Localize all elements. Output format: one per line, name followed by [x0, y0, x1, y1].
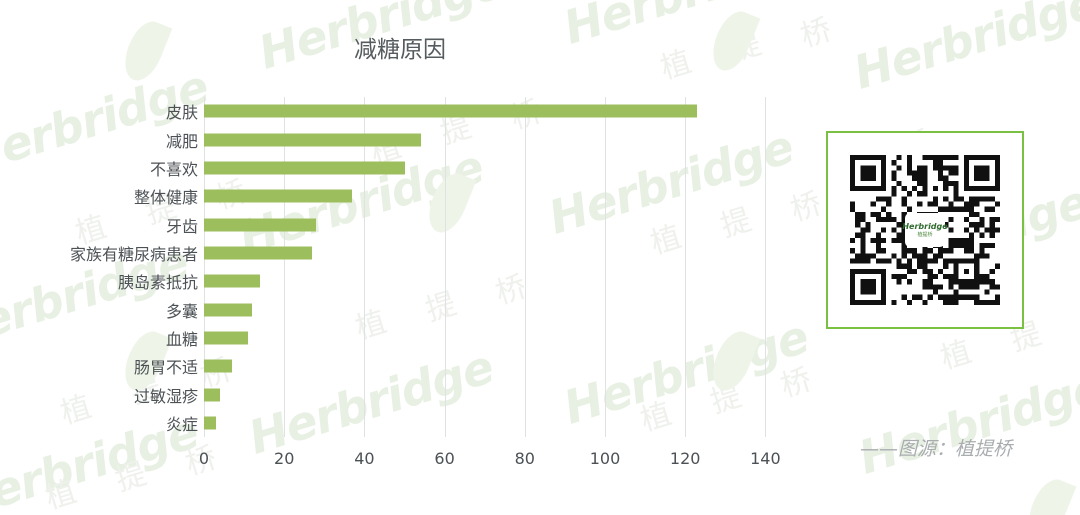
source-credit: ——图源：植提桥 — [859, 438, 1012, 460]
qr-code-image — [850, 155, 1000, 305]
x-tick-label: 120 — [669, 449, 701, 468]
qr-code-box[interactable]: Herbridge 植提桥 — [826, 131, 1024, 329]
bar-chart: 减糖原因 皮肤减肥不喜欢整体健康牙齿家族有糖尿病患者胰岛素抵抗多囊血糖肠胃不适过… — [69, 37, 781, 468]
x-tick-label: 40 — [354, 449, 375, 468]
bar — [204, 359, 233, 373]
x-gridline — [524, 97, 526, 437]
x-tick-label: 140 — [750, 449, 781, 468]
bar — [204, 161, 405, 175]
bar — [204, 274, 261, 288]
category-label: 肠胃不适 — [133, 358, 198, 378]
qr-center-logo: Herbridge 植提桥 — [902, 213, 948, 247]
x-tick-label: 100 — [589, 449, 621, 468]
category-label: 过敏湿疹 — [133, 386, 198, 406]
x-gridline — [765, 97, 767, 437]
chart-title: 减糖原因 — [354, 37, 446, 63]
x-tick-label: 60 — [434, 449, 455, 468]
x-gridline — [605, 97, 606, 437]
category-label: 整体健康 — [133, 188, 198, 208]
x-tick-label: 80 — [514, 449, 535, 468]
category-label: 家族有糖尿病患者 — [69, 244, 198, 264]
x-gridline — [444, 97, 446, 437]
bar — [204, 104, 698, 118]
bar — [204, 388, 221, 401]
bar — [204, 218, 317, 231]
bar — [204, 246, 313, 260]
watermark-brand-text: Herbridge — [847, 0, 1080, 100]
category-label: 减肥 — [165, 131, 198, 151]
x-gridline — [204, 97, 205, 437]
x-tick-label: 20 — [274, 449, 295, 468]
x-tick-label: 0 — [198, 449, 210, 468]
watermark-brand-text: Herbridge — [852, 359, 1080, 485]
bar — [204, 303, 253, 316]
watermark-cjk-text: 植 — [936, 334, 976, 377]
category-label: 炎症 — [165, 414, 198, 434]
bar — [204, 189, 353, 203]
x-gridline — [364, 97, 366, 437]
bar — [204, 133, 421, 146]
bar — [204, 416, 217, 430]
bar — [204, 331, 249, 345]
category-label: 皮肤 — [165, 103, 198, 123]
category-label: 胰岛素抵抗 — [117, 273, 198, 293]
x-gridline — [685, 97, 687, 437]
qr-logo-brand-cjk: 植提桥 — [917, 231, 933, 238]
category-label: 血糖 — [165, 329, 198, 349]
watermark-leaf-icon — [1021, 473, 1077, 515]
category-label: 不喜欢 — [149, 159, 198, 179]
category-label: 牙齿 — [165, 216, 198, 236]
category-label: 多囊 — [165, 301, 198, 321]
qr-logo-brand-name: Herbridge — [902, 221, 948, 231]
watermark-cjk-text: 桥 — [796, 12, 836, 55]
x-gridline — [284, 97, 286, 437]
